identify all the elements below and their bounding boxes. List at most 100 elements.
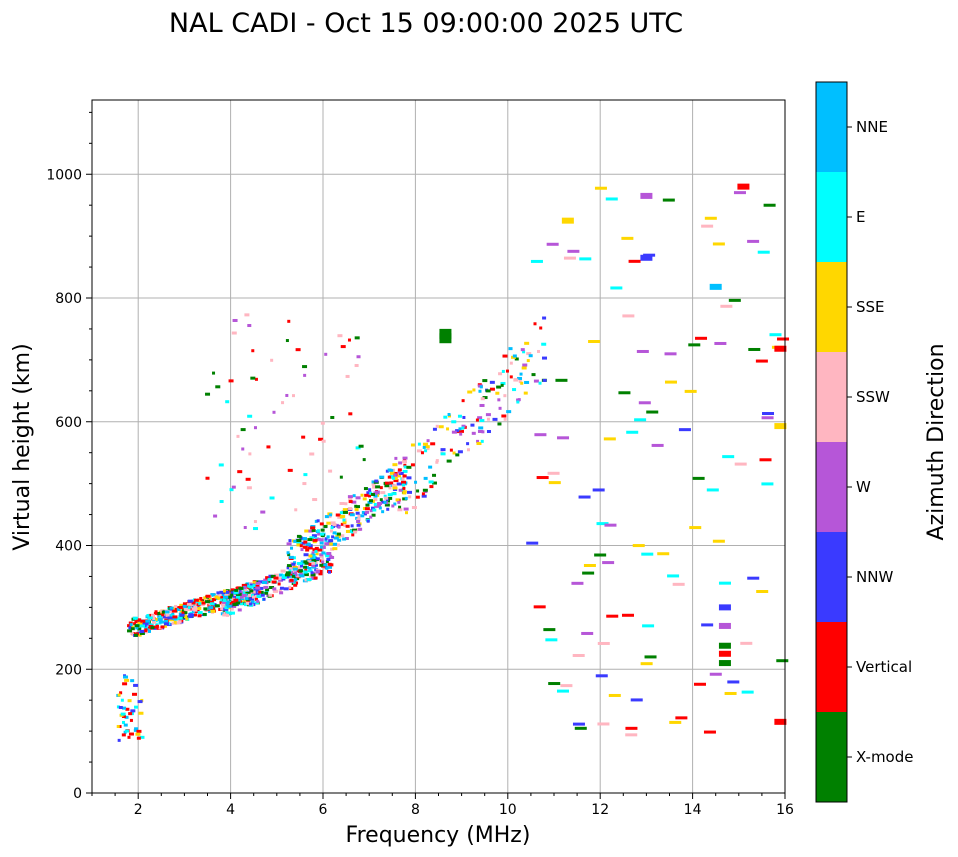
echo-point xyxy=(351,500,357,504)
echo-point xyxy=(516,400,520,404)
echo-point xyxy=(339,501,345,505)
echo-point xyxy=(217,596,221,600)
echo-point xyxy=(136,729,142,733)
echo-point xyxy=(388,486,392,490)
echo-point xyxy=(229,488,234,492)
echo-point xyxy=(385,469,389,473)
echo-point xyxy=(693,682,706,686)
echo-point xyxy=(253,588,259,592)
echo-point xyxy=(344,536,349,540)
echo-point xyxy=(303,565,308,569)
echo-point xyxy=(638,401,651,405)
echo-point xyxy=(284,573,290,577)
echo-point xyxy=(281,401,285,405)
echo-point xyxy=(606,614,619,618)
echo-point xyxy=(398,505,402,509)
echo-point xyxy=(144,629,148,633)
echo-point xyxy=(330,526,334,530)
echo-point xyxy=(255,592,260,596)
echo-point xyxy=(482,379,488,383)
echo-point xyxy=(286,564,292,568)
echo-point xyxy=(375,485,381,489)
colorbar-label: Azimuth Direction xyxy=(924,343,949,540)
echo-point xyxy=(517,398,521,402)
echo-point xyxy=(167,610,173,614)
echo-point xyxy=(143,625,148,629)
echo-point xyxy=(428,465,433,469)
echo-point xyxy=(237,470,243,474)
echo-point xyxy=(312,538,318,542)
echo-point xyxy=(152,619,158,623)
echo-point xyxy=(329,513,333,517)
echo-point xyxy=(358,527,363,531)
echo-point xyxy=(230,588,235,592)
echo-point xyxy=(135,732,141,736)
echo-point xyxy=(337,538,342,542)
echo-point xyxy=(387,493,393,497)
echo-point xyxy=(222,613,228,617)
echo-point xyxy=(337,334,343,338)
echo-point xyxy=(777,337,790,341)
echo-point xyxy=(272,410,276,414)
echo-point xyxy=(555,378,568,382)
echo-point xyxy=(543,628,556,632)
echo-point xyxy=(325,560,329,564)
echo-point xyxy=(246,599,251,603)
echo-point xyxy=(292,567,298,571)
echo-point xyxy=(727,680,740,684)
echo-point xyxy=(247,414,253,418)
echo-point xyxy=(205,594,211,598)
echo-point xyxy=(747,576,760,580)
echo-point xyxy=(497,422,502,426)
echo-point xyxy=(381,510,385,514)
echo-point xyxy=(249,602,253,606)
echo-point xyxy=(245,591,251,595)
echo-point xyxy=(311,559,317,563)
echo-point xyxy=(384,503,390,507)
echo-point xyxy=(435,424,439,428)
echo-point xyxy=(279,573,284,577)
echo-point xyxy=(307,538,313,542)
echo-point xyxy=(212,598,217,602)
echo-point xyxy=(117,738,121,742)
echo-point xyxy=(377,502,383,506)
echo-point xyxy=(260,510,266,514)
echo-point xyxy=(356,505,361,509)
echo-point xyxy=(420,451,424,455)
echo-point xyxy=(597,722,610,726)
echo-point xyxy=(303,553,309,557)
x-tick-label: 2 xyxy=(134,802,143,818)
echo-point xyxy=(289,578,294,582)
echo-point xyxy=(348,507,353,511)
echo-point xyxy=(240,591,245,595)
echo-point xyxy=(747,239,760,243)
echo-point xyxy=(610,286,623,290)
echo-point xyxy=(299,544,303,548)
echo-point xyxy=(163,624,167,628)
echo-point xyxy=(142,622,147,626)
echo-point xyxy=(294,578,298,582)
echo-point xyxy=(164,619,169,623)
echo-point xyxy=(530,259,543,263)
echo-point xyxy=(241,583,247,587)
echo-point xyxy=(496,385,502,389)
echo-point xyxy=(146,614,150,618)
echo-point xyxy=(128,712,133,716)
echo-point xyxy=(403,507,409,511)
echo-point xyxy=(514,357,519,361)
echo-point xyxy=(128,621,133,625)
echo-point xyxy=(208,606,214,610)
echo-point xyxy=(310,556,314,560)
echo-point xyxy=(625,733,638,737)
echo-point xyxy=(479,419,485,423)
echo-point xyxy=(722,455,735,459)
plot-area: 2 4 6 8 10 12 14 16 0 200 400 600 800 1000 xyxy=(46,99,794,818)
echo-point xyxy=(397,468,402,472)
echo-point xyxy=(314,563,318,567)
echo-point xyxy=(477,416,483,420)
echo-point xyxy=(216,591,220,595)
echo-point xyxy=(519,372,523,376)
echo-point xyxy=(342,510,348,514)
echo-point xyxy=(471,431,476,435)
